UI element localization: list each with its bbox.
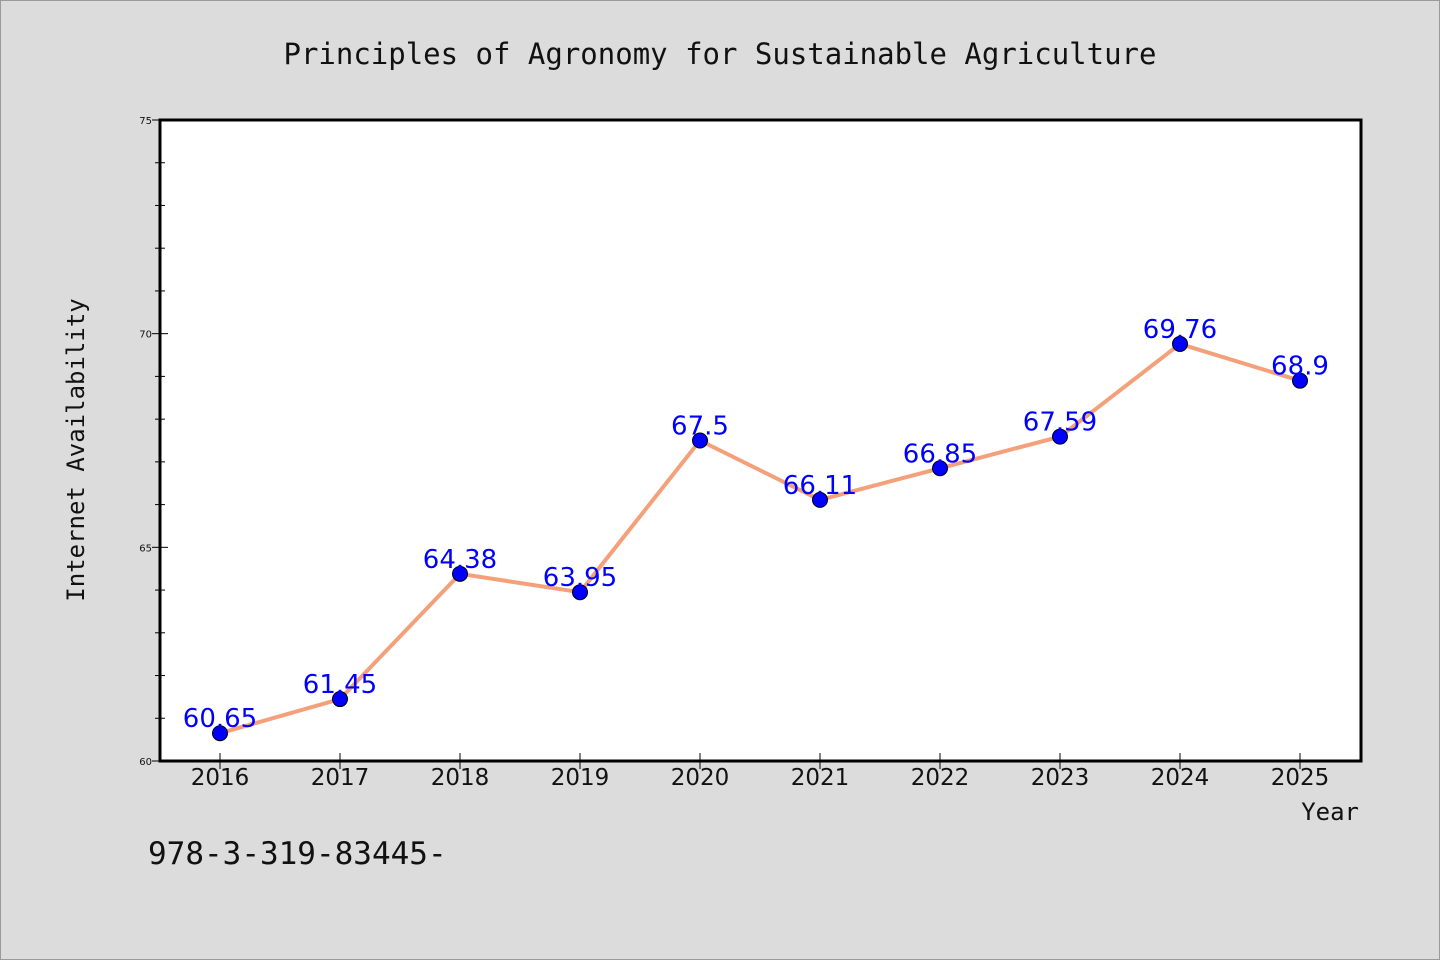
x-tick-label: 2017 [311,765,370,791]
data-point [572,584,588,601]
data-point [212,725,228,742]
y-tick-label: 75 [139,116,152,127]
y-axis: 60 65 70 75 [139,116,168,768]
data-label: 60.65 [183,704,257,734]
series-markers [212,335,1308,742]
x-tick-label: 2020 [671,765,730,791]
data-point [1292,372,1308,389]
data-label: 68.9 [1271,352,1329,382]
data-labels: 60.65 61.45 64.38 63.95 67.5 66.11 66.85 67.59 6… [183,315,1329,734]
x-tick-label: 2021 [791,765,850,791]
x-tick-label: 2018 [431,765,490,791]
y-tick-label: 60 [139,757,152,768]
data-label: 66.85 [903,439,977,469]
footer-text: 978-3-319-83445- [148,836,447,872]
data-label: 67.59 [1023,408,1097,438]
data-label: 61.45 [303,670,377,700]
x-tick-label: 2022 [911,765,970,791]
data-point [812,491,828,508]
x-tick-label: 2016 [191,765,250,791]
series-line [219,341,1301,736]
data-point [452,565,468,582]
data-label: 69.76 [1143,315,1217,345]
data-label: 63.95 [543,563,617,593]
x-tick-label: 2025 [1271,765,1330,791]
data-point [1052,428,1068,445]
y-tick-label: 70 [139,330,152,341]
data-point [332,691,348,708]
data-label: 67.5 [671,412,729,442]
data-label: 66.11 [783,471,857,501]
data-point [1172,335,1188,352]
y-axis-label: Internet Availability [62,298,90,601]
x-axis: 2016 2017 2018 2019 2020 2021 2022 2023 2024 2025 [191,753,1330,791]
plot-area [158,118,1363,763]
data-point [692,432,708,449]
chart-title: Principles of Agronomy for Sustainable A… [284,37,1157,71]
x-tick-label: 2019 [551,765,610,791]
x-tick-label: 2023 [1031,765,1090,791]
data-label: 64.38 [423,545,497,575]
data-point [932,460,948,477]
y-tick-label: 65 [139,543,152,554]
x-tick-label: 2024 [1151,765,1210,791]
x-axis-label: Year [1301,798,1359,826]
